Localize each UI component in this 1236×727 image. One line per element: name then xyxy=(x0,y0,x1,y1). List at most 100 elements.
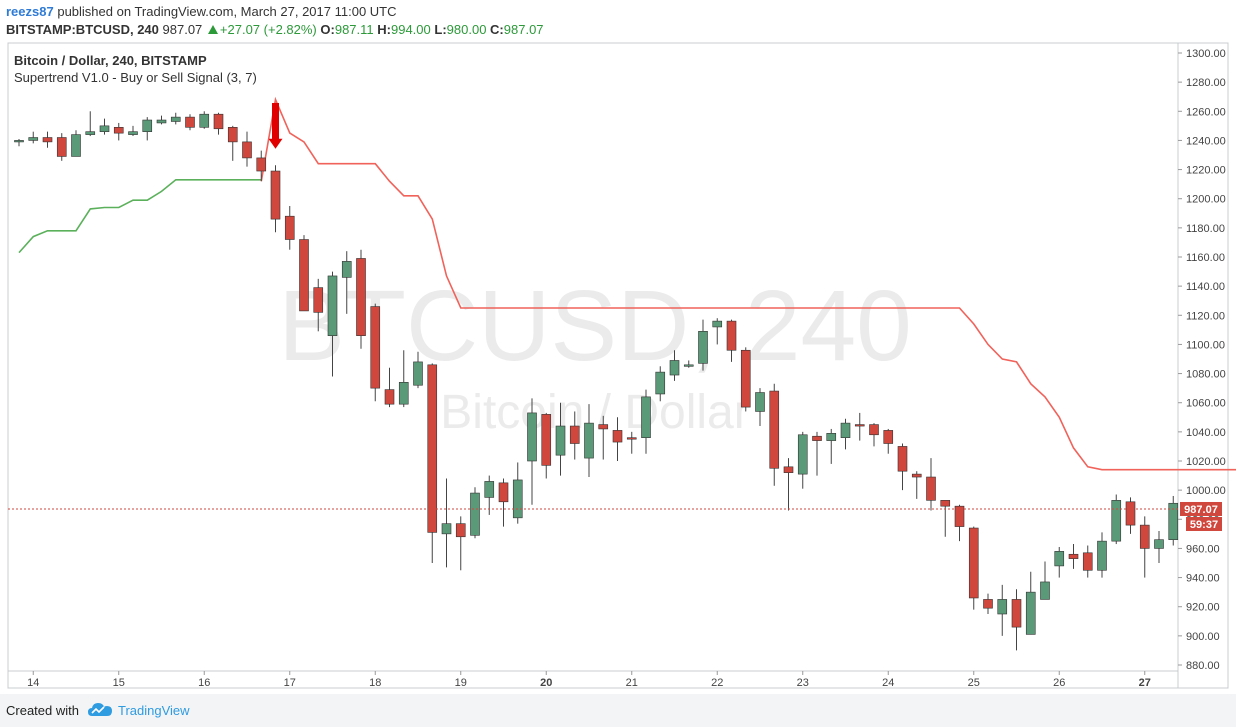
candle xyxy=(812,431,822,476)
watermark-name: Bitcoin / Dollar xyxy=(440,386,749,439)
candle xyxy=(156,115,167,125)
candle-body xyxy=(669,360,680,376)
candle-body xyxy=(227,127,238,143)
tradingview-link[interactable]: TradingView xyxy=(118,703,190,718)
candle-body xyxy=(42,137,53,143)
candle-body xyxy=(142,119,153,132)
candle xyxy=(1011,589,1022,651)
candle-body xyxy=(797,434,808,475)
candle xyxy=(584,404,594,478)
candle-body xyxy=(427,364,438,533)
candle-body xyxy=(755,392,765,412)
candle-body xyxy=(740,349,751,408)
watermark: BTCUSD, 240 Bitcoin / Dollar xyxy=(278,270,912,439)
candle xyxy=(1125,497,1136,534)
candle-body xyxy=(398,382,409,405)
candle xyxy=(883,428,894,454)
y-tick-label: 1160.00 xyxy=(1186,252,1225,264)
candle-body xyxy=(569,425,580,444)
candle xyxy=(512,462,523,524)
candle xyxy=(797,431,808,489)
candle xyxy=(1082,545,1093,578)
candle-body xyxy=(812,435,822,441)
candle-body xyxy=(712,320,723,328)
candle xyxy=(1097,532,1107,578)
candle-body xyxy=(527,412,537,462)
y-tick-label: 900.00 xyxy=(1186,631,1220,643)
supertrend-up-line xyxy=(18,179,262,254)
tradingview-cloud-icon xyxy=(88,703,112,716)
x-tick-label: 25 xyxy=(968,677,980,689)
candle xyxy=(213,112,224,135)
candle-body xyxy=(655,371,666,395)
x-tick-label: 14 xyxy=(27,677,39,689)
candle xyxy=(42,131,53,148)
candle-body xyxy=(783,466,794,473)
candle xyxy=(1111,494,1122,545)
close-label: C: xyxy=(490,22,504,37)
candle xyxy=(626,431,637,454)
y-tick-label: 1080.00 xyxy=(1186,369,1226,381)
candle-body xyxy=(455,523,466,538)
candle-body xyxy=(1040,581,1050,600)
price-chart[interactable]: BTCUSD, 240 Bitcoin / Dollar Bitcoin / D… xyxy=(0,0,1236,694)
countdown-box xyxy=(1186,516,1222,531)
candle xyxy=(997,584,1008,636)
author-link[interactable]: reezs87 xyxy=(6,4,54,19)
candle xyxy=(726,319,737,362)
candle xyxy=(641,389,651,454)
candle-body xyxy=(1011,599,1022,628)
candle-body xyxy=(769,390,780,469)
candle-body xyxy=(555,425,566,456)
candle xyxy=(128,125,138,137)
last-price: 987.07 xyxy=(162,22,203,37)
low-value: 980.00 xyxy=(446,22,487,37)
candle-body xyxy=(313,287,324,313)
signal-layer xyxy=(268,103,283,149)
legend-indicator: Supertrend V1.0 - Buy or Sell Signal (3,… xyxy=(14,70,257,85)
symbol-label: BITSTAMP:BTCUSD, 240 xyxy=(6,22,159,37)
candle xyxy=(99,118,110,135)
candle-body xyxy=(99,125,110,132)
candle-body xyxy=(28,137,39,141)
sell-arrow-icon xyxy=(268,138,283,149)
candle xyxy=(28,131,39,144)
candle xyxy=(113,122,124,141)
publish-line: reezs87 published on TradingView.com, Ma… xyxy=(6,4,397,19)
candle xyxy=(854,412,865,441)
candle-body xyxy=(156,119,167,124)
candle xyxy=(598,415,609,460)
x-tick-label: 26 xyxy=(1053,677,1065,689)
candle-body xyxy=(14,140,24,143)
y-tick-label: 880.00 xyxy=(1186,660,1220,672)
candle xyxy=(940,500,951,537)
candle-body xyxy=(299,239,309,312)
y-tick-label: 1020.00 xyxy=(1186,456,1226,468)
y-tick-label: 1060.00 xyxy=(1186,398,1226,410)
candle xyxy=(341,251,352,314)
triangle-up-icon xyxy=(207,25,218,34)
candle xyxy=(769,383,780,486)
time-axis: 14 15 16 17 18 19 20 21 22 23 24 25 26 27 xyxy=(27,671,1151,689)
candle-body xyxy=(441,523,452,535)
candle-body xyxy=(85,131,96,135)
y-tick-label: 1260.00 xyxy=(1186,106,1226,118)
sell-arrow-shaft xyxy=(272,103,279,140)
candle-body xyxy=(71,134,81,157)
candle-body xyxy=(470,492,480,536)
candle-body xyxy=(284,215,295,240)
candle xyxy=(370,303,381,402)
candle xyxy=(441,478,452,568)
candle-body xyxy=(213,113,224,130)
candle-body xyxy=(897,446,908,472)
candle-body xyxy=(1125,501,1136,526)
y-tick-label: 1200.00 xyxy=(1186,194,1226,206)
y-tick-label: 1120.00 xyxy=(1186,310,1225,322)
candle-body xyxy=(113,127,124,134)
candle-body xyxy=(1054,551,1065,567)
high-value: 994.00 xyxy=(390,22,431,37)
chart-header: reezs87 published on TradingView.com, Ma… xyxy=(0,0,1236,43)
candle-body xyxy=(983,599,993,609)
candle-body xyxy=(854,424,865,427)
candle-body xyxy=(869,424,879,436)
